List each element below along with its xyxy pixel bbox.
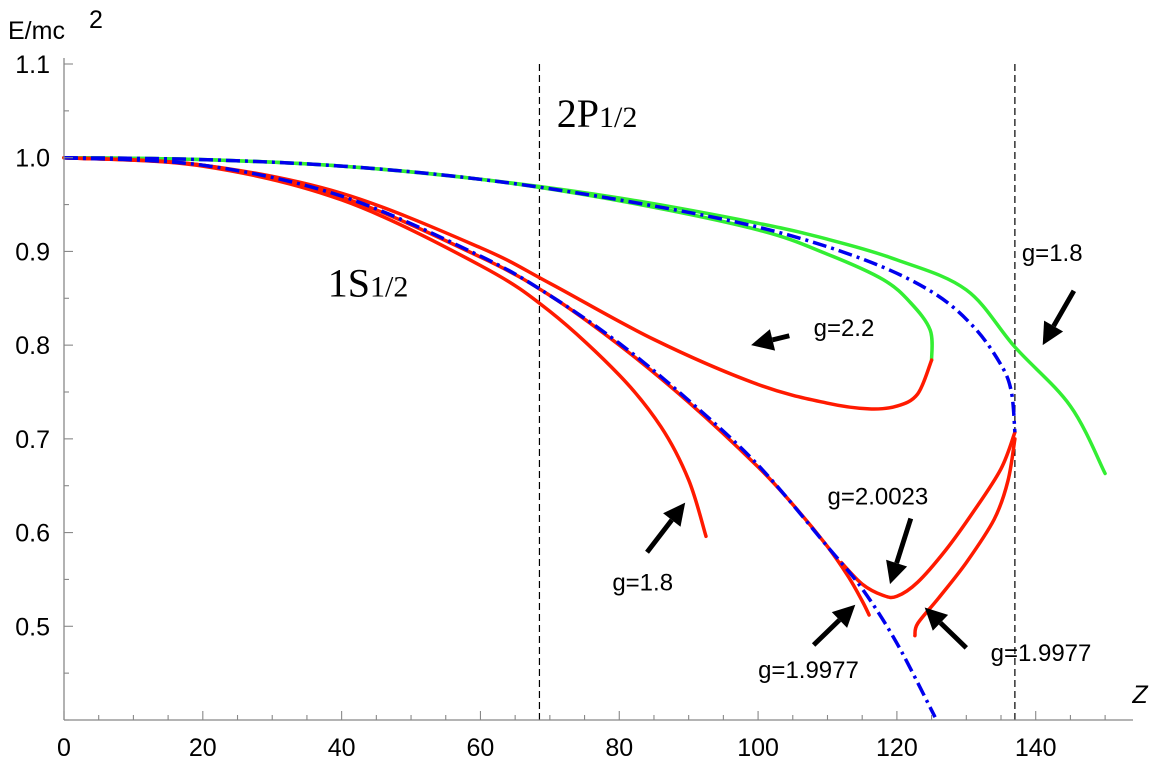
annotation-arrow-head (924, 607, 949, 631)
x-tick-label: 40 (328, 734, 356, 762)
x-tick-label: 60 (467, 734, 495, 762)
annotation-arrow-shaft (771, 333, 790, 343)
y-tick-label: 0.9 (15, 238, 50, 266)
y-tick-label: 0.6 (15, 520, 50, 548)
annotation-arrow-shaft (894, 517, 914, 564)
y-tick-label: 1.1 (15, 51, 50, 79)
y-tick-label: 0.7 (15, 426, 50, 454)
series-line-2P1-2-g-1-9977 (913, 437, 1017, 638)
axes: 0 20 40 60 80 100 120 140 0.5 0.6 0.7 0.8 0.9 1.0 1.1 Z… (8, 6, 1148, 762)
series-line-1S1-2-g-2-2 (62, 155, 934, 411)
annotation-arrow-head (751, 329, 776, 351)
x-axis-title: Z (1131, 681, 1148, 709)
x-tick-label: 20 (189, 734, 217, 762)
y-tick-label: 0.5 (15, 613, 50, 641)
annotation-label: g=1.8 (612, 570, 673, 597)
x-tick-label: 80 (605, 734, 633, 762)
annotation-label: g=1.9977 (758, 657, 859, 684)
state-label-2p: 2P1/2 (557, 91, 638, 136)
series-line-2P1-2-g-2-2 (62, 155, 934, 362)
annotations: g=2.2 g=1.8 g=1.8 g=2.0023 g=1.9977 g=1.9977 (612, 240, 1091, 684)
y-tick-label: 1.0 (15, 145, 50, 173)
series-line-1S1-2-g-2-0023 (839, 430, 1017, 600)
state-label-1s: 1S1/2 (328, 260, 409, 305)
annotation-arrow-head (663, 502, 686, 527)
annotation-arrow-shaft (938, 621, 969, 650)
y-tick-label: 0.8 (15, 332, 50, 360)
x-tick-label: 140 (1015, 734, 1057, 762)
annotation-label: g=2.0023 (827, 483, 928, 510)
annotation-label: g=2.2 (814, 315, 875, 342)
x-tick-label: 100 (737, 734, 779, 762)
y-axis-title: E/mc (8, 17, 65, 45)
annotation-label: g=1.8 (1022, 240, 1083, 267)
series-line-2P1-2-g-1-8 (62, 155, 1107, 476)
annotation-arrow-head (886, 559, 908, 585)
series-line-dirac-1S1-2 (63, 155, 937, 719)
annotation-arrow-head (831, 604, 856, 628)
annotation-arrow-shaft (811, 618, 842, 647)
series-line-dirac-2P1-2 (63, 155, 1017, 433)
labels: 1S1/2 2P1/2 (328, 91, 638, 306)
series-group (62, 155, 1107, 719)
annotation-label: g=1.9977 (991, 640, 1092, 667)
x-tick-label: 0 (57, 734, 71, 762)
annotation-arrow-shaft (1051, 289, 1077, 328)
annotation-arrow-shaft (645, 518, 674, 554)
annotation-arrow-head (1042, 320, 1064, 346)
y-axis-title-superscript: 2 (89, 6, 103, 34)
x-tick-label: 120 (876, 734, 918, 762)
